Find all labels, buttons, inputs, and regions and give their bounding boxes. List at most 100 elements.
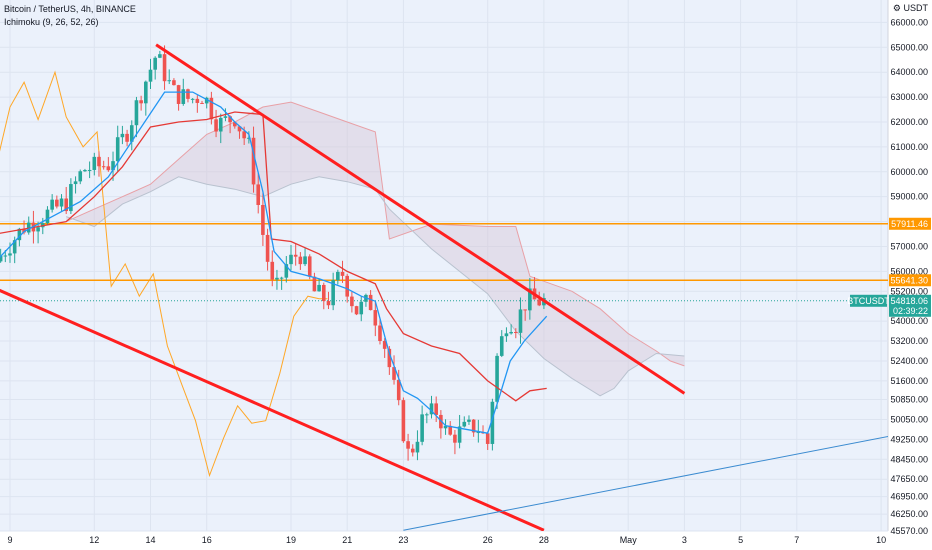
candle bbox=[382, 338, 387, 358]
candle bbox=[420, 405, 424, 446]
y-tick-label: 52400.00 bbox=[890, 356, 928, 366]
candle bbox=[158, 50, 162, 59]
candle bbox=[162, 45, 167, 90]
candle-body bbox=[279, 277, 284, 279]
y-tick-label: 60000.00 bbox=[890, 167, 928, 177]
candle-body bbox=[270, 261, 275, 280]
candle-body bbox=[261, 204, 265, 235]
candle bbox=[429, 395, 434, 419]
candle bbox=[101, 160, 106, 170]
candle bbox=[453, 429, 457, 455]
candle bbox=[247, 131, 251, 144]
candle-body bbox=[340, 271, 345, 276]
candle-body bbox=[209, 97, 214, 120]
candle bbox=[317, 278, 321, 292]
y-tick-label: 54000.00 bbox=[890, 316, 928, 326]
candle bbox=[518, 297, 523, 344]
y-tick-label: 55200.00 bbox=[890, 286, 928, 296]
candle-body bbox=[8, 253, 12, 256]
last-price-value: 54818.06 bbox=[890, 296, 928, 306]
candle-body bbox=[336, 271, 340, 281]
candle bbox=[303, 248, 307, 267]
candle bbox=[275, 269, 279, 290]
candle bbox=[134, 96, 139, 138]
candle bbox=[148, 58, 153, 89]
candle-body bbox=[242, 131, 246, 139]
candle-body bbox=[298, 256, 303, 265]
candle-body bbox=[139, 100, 143, 104]
trendline-upper bbox=[155, 43, 686, 395]
price-level-tag-bg bbox=[889, 217, 931, 230]
y-tick-label: 53200.00 bbox=[890, 336, 928, 346]
candle-body bbox=[129, 125, 134, 142]
price-level-tag-label: 55641.30 bbox=[890, 275, 928, 285]
candle bbox=[265, 228, 270, 271]
candle-body bbox=[22, 228, 26, 233]
tenkan-sen bbox=[0, 91, 548, 434]
price-level-tag-bg bbox=[889, 274, 931, 287]
plot-area bbox=[0, 43, 888, 531]
y-tick-label: 49250.00 bbox=[890, 434, 928, 444]
candle bbox=[237, 125, 242, 139]
candle bbox=[97, 151, 101, 177]
candle bbox=[92, 152, 97, 176]
candle bbox=[50, 194, 54, 213]
candle-body bbox=[504, 333, 509, 337]
x-tick-label: 19 bbox=[286, 535, 296, 545]
price-level-tag: 55641.30 bbox=[889, 274, 931, 287]
candle bbox=[144, 80, 148, 116]
x-tick-label: May bbox=[620, 535, 638, 545]
candle bbox=[69, 178, 73, 215]
candle bbox=[448, 421, 453, 436]
candle bbox=[129, 120, 134, 151]
candle bbox=[270, 250, 275, 287]
candle-body bbox=[97, 156, 101, 167]
candle-body bbox=[425, 414, 429, 416]
candle bbox=[26, 216, 31, 235]
y-tick-label: 50050.00 bbox=[890, 414, 928, 424]
candle-body bbox=[415, 441, 420, 453]
price-level-tag-label: 57911.46 bbox=[891, 219, 928, 229]
candle-body bbox=[331, 280, 335, 306]
candle bbox=[528, 277, 532, 320]
candle-body bbox=[172, 80, 176, 86]
candle bbox=[200, 100, 204, 104]
candle-body bbox=[476, 432, 481, 434]
candle-body bbox=[36, 227, 40, 232]
x-tick-label: 5 bbox=[738, 535, 743, 545]
candle bbox=[139, 95, 143, 111]
candle bbox=[378, 318, 382, 345]
candle-body bbox=[50, 199, 54, 210]
candle-body bbox=[457, 426, 462, 443]
candle bbox=[467, 415, 471, 425]
candle bbox=[261, 192, 265, 246]
chart-title: Bitcoin / TetherUS, 4h, BINANCE bbox=[4, 4, 136, 14]
candle-body bbox=[237, 126, 242, 132]
x-tick-label: 16 bbox=[202, 535, 212, 545]
candle-body bbox=[214, 119, 218, 132]
candle bbox=[387, 345, 392, 375]
x-tick-label: 21 bbox=[342, 535, 352, 545]
candle bbox=[396, 369, 401, 406]
y-tick-label: 46950.00 bbox=[890, 492, 928, 502]
candle bbox=[504, 327, 509, 342]
candle-body bbox=[406, 441, 410, 449]
candle bbox=[307, 254, 312, 280]
candle-body bbox=[45, 209, 50, 224]
candle-body bbox=[495, 355, 499, 402]
time-axis bbox=[0, 531, 888, 550]
candle-body bbox=[293, 254, 298, 257]
candle bbox=[209, 91, 214, 125]
candle bbox=[368, 290, 373, 311]
candle-body bbox=[317, 284, 321, 292]
candle bbox=[415, 430, 420, 461]
y-tick-label: 61000.00 bbox=[890, 142, 928, 152]
x-tick-label: 23 bbox=[398, 535, 408, 545]
x-tick-label: 28 bbox=[539, 535, 549, 545]
candle bbox=[59, 194, 64, 211]
candle bbox=[78, 169, 83, 185]
candle bbox=[83, 168, 87, 172]
candle-body bbox=[528, 288, 532, 311]
candle-body bbox=[307, 256, 312, 277]
